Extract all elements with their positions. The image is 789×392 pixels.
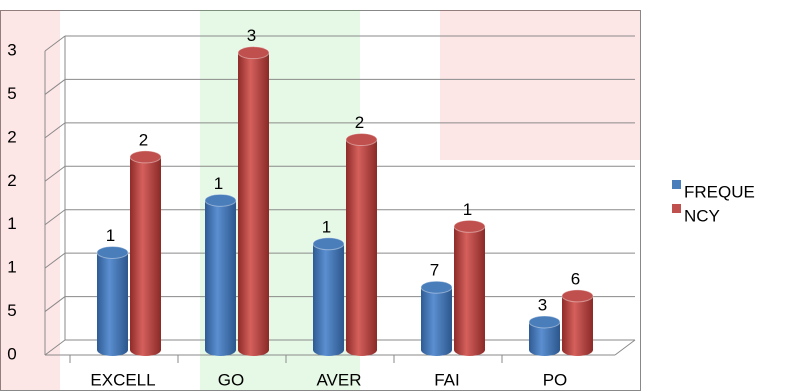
grid-line-side (44, 35, 66, 52)
bar (130, 156, 161, 356)
data-label: 3 (247, 26, 256, 45)
bar-group (453, 219, 486, 356)
data-label: 3 (538, 295, 547, 314)
y-tick-label: 1 (7, 258, 16, 277)
bar (238, 52, 269, 356)
bar-top (129, 150, 162, 164)
legend-label: NCY (684, 206, 720, 225)
legend-swatch (672, 180, 681, 189)
data-label: 1 (322, 217, 331, 236)
x-axis-edge (614, 339, 636, 356)
bar-group (204, 193, 237, 356)
bar (346, 139, 377, 356)
bar-top (237, 46, 270, 60)
bar-top (453, 219, 486, 233)
y-tick-label: 5 (7, 84, 16, 103)
legend-swatch (672, 204, 681, 213)
bar-top (561, 289, 594, 303)
bar-group (561, 289, 594, 356)
y-tick-label: 3 (7, 40, 16, 59)
bar-top (312, 237, 345, 251)
bar (313, 243, 344, 356)
x-tick-label: FAI (434, 370, 460, 389)
bar (454, 226, 485, 356)
data-label: 2 (139, 130, 148, 149)
y-tick-label: 5 (7, 301, 16, 320)
legend-label: FREQUE (684, 182, 755, 201)
x-tick-label: AVER (316, 370, 361, 389)
grid-line-side (44, 209, 66, 226)
bar-top (96, 245, 129, 259)
grid-line-side (44, 252, 66, 269)
grid-line-side (44, 122, 66, 139)
y-tick-label: 0 (7, 344, 16, 363)
bar-top (528, 315, 561, 329)
bar-top (420, 280, 453, 294)
bar-group (528, 315, 561, 356)
bar-group (345, 133, 378, 356)
bar-top (345, 133, 378, 147)
bar-group (420, 280, 453, 356)
x-tick-label: GO (218, 370, 244, 389)
bar (562, 295, 593, 356)
data-label: 7 (430, 261, 439, 280)
data-label: 6 (571, 269, 580, 288)
grid-line-side (44, 79, 66, 95)
chart-frame (0, 10, 641, 391)
data-label: 1 (463, 200, 472, 219)
bar (97, 252, 128, 356)
bar-top (204, 193, 237, 207)
bar-group (96, 245, 129, 356)
grid-line-side (44, 165, 66, 182)
data-label: 1 (106, 226, 115, 245)
data-label: 2 (355, 113, 364, 132)
bar (529, 321, 560, 356)
bar-group (237, 46, 270, 356)
x-tick-label: PO (543, 370, 568, 389)
bar (205, 200, 236, 356)
grid-line-side (44, 296, 66, 312)
y-tick-label: 1 (7, 214, 16, 233)
y-tick-label: 2 (7, 171, 16, 190)
y-tick-label: 2 (7, 127, 16, 146)
x-tick-label: EXCELL (90, 370, 155, 389)
grid-line-side (44, 339, 66, 356)
bar-group (129, 150, 162, 356)
bar (421, 287, 452, 356)
bar-group (312, 237, 345, 356)
data-label: 1 (214, 174, 223, 193)
